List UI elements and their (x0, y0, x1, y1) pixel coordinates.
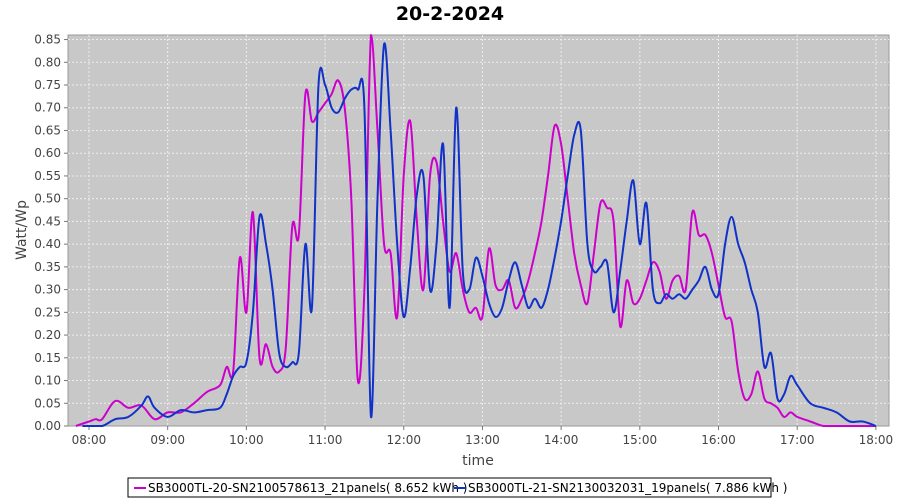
legend-label-2: SB3000TL-21-SN2130032031_19panels( 7.886… (468, 481, 787, 495)
x-axis-label: time (462, 453, 494, 469)
y-tick-label: 0.05 (34, 396, 61, 410)
series-line-1 (75, 34, 876, 427)
x-tick-label: 10:00 (229, 433, 264, 447)
y-tick-label: 0.00 (34, 419, 61, 433)
y-tick-label: 0.60 (34, 146, 61, 160)
x-tick-label: 17:00 (780, 433, 815, 447)
y-tick-label: 0.25 (34, 305, 61, 319)
plot-area (67, 34, 890, 427)
y-tick-label: 0.20 (34, 328, 61, 342)
legend: SB3000TL-20-SN2100578613_21panels( 8.652… (127, 477, 787, 498)
x-tick-label: 08:00 (72, 433, 107, 447)
series-lines (75, 34, 877, 427)
y-tick-label: 0.85 (34, 33, 61, 47)
x-tick-label: 09:00 (150, 433, 185, 447)
y-tick-label: 0.65 (34, 123, 61, 137)
x-tick-label: 15:00 (623, 433, 658, 447)
y-tick-label: 0.30 (34, 283, 61, 297)
y-tick-label: 0.40 (34, 237, 61, 251)
y-tick-label: 0.80 (34, 55, 61, 69)
y-tick-label: 0.10 (34, 374, 61, 388)
series-line-2 (82, 42, 877, 427)
y-tick-label: 0.35 (34, 260, 61, 274)
x-tick-label: 14:00 (544, 433, 579, 447)
legend-label-1: SB3000TL-20-SN2100578613_21panels( 8.652… (148, 481, 467, 495)
y-tick-label: 0.50 (34, 192, 61, 206)
y-tick-label: 0.75 (34, 78, 61, 92)
x-tick-label: 18:00 (859, 433, 894, 447)
y-tick-label: 0.15 (34, 351, 61, 365)
legend-box (127, 477, 772, 498)
x-tick-label: 12:00 (386, 433, 421, 447)
y-axis-label: Watt/Wp (14, 200, 30, 260)
x-tick-label: 13:00 (465, 433, 500, 447)
y-tick-label: 0.45 (34, 214, 61, 228)
y-tick-label: 0.55 (34, 169, 61, 183)
chart-title: 20-2-2024 (396, 3, 504, 25)
axes: 0.00 0.05 0.10 0.15 0.20 0.25 0.30 0.35 0.40 0.45… (34, 33, 893, 447)
x-tick-label: 16:00 (701, 433, 736, 447)
y-tick-label: 0.70 (34, 101, 61, 115)
x-tick-label: 11:00 (308, 433, 343, 447)
